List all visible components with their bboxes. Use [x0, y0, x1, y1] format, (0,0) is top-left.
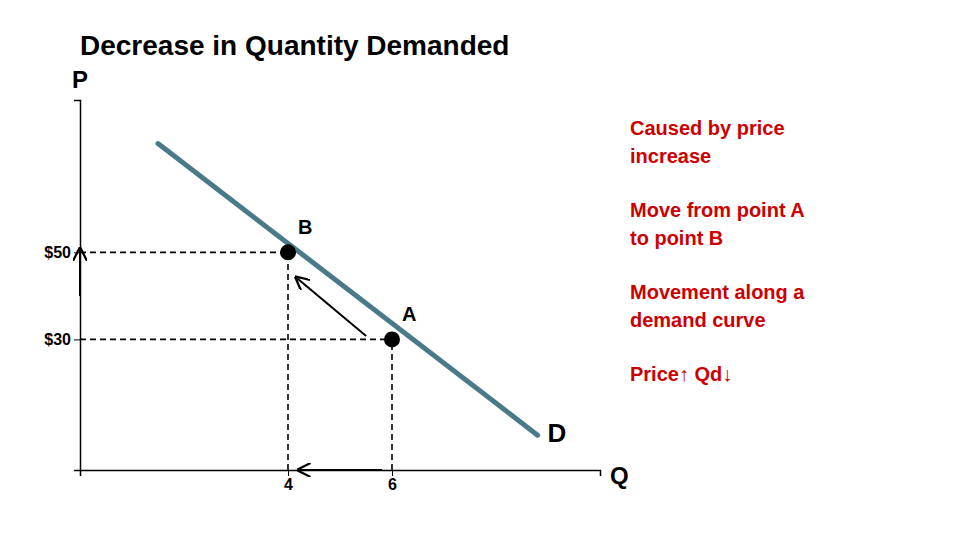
x-tick-mark [392, 470, 393, 476]
x-tick-label: 4 [284, 476, 293, 493]
price-arrow [79, 248, 81, 296]
annotation: to point B [630, 227, 723, 249]
labels: D A B [298, 216, 566, 448]
y-axis: $50 $30 [44, 101, 80, 471]
annotation: Price↑ Qd↓ [630, 363, 732, 385]
x-tick: 4 [284, 470, 293, 493]
annotation: Caused by price [630, 117, 785, 139]
quantity-arrow [298, 469, 382, 471]
y-axis-title: P [72, 66, 88, 93]
x-tick: 6 [388, 470, 397, 493]
demand-line [158, 144, 538, 436]
y-tick-label: $30 [44, 331, 71, 348]
y-tick: $30 [44, 331, 80, 348]
series-label: D [548, 418, 567, 448]
guide-line [287, 252, 289, 470]
guide-line [80, 252, 288, 254]
x-tick-label: 6 [388, 476, 397, 493]
annotation: Movement along a [630, 281, 805, 303]
guide-line [80, 339, 392, 341]
point [280, 244, 296, 260]
y-tick-mark [74, 339, 80, 340]
annotation: increase [630, 145, 711, 167]
point [384, 331, 400, 347]
chart: Decrease in Quantity Demanded46$50$30PQD… [0, 0, 960, 540]
arrows [80, 248, 382, 470]
title: Decrease in Quantity Demanded [80, 30, 509, 61]
x-axis-line [81, 471, 601, 477]
y-tick-label: $50 [44, 244, 71, 261]
guide-line [391, 339, 393, 470]
marks [158, 144, 538, 436]
annotations: Caused by price increase Move from point A… [630, 117, 805, 385]
x-tick-mark [288, 470, 289, 476]
point-label: A [402, 303, 416, 325]
x-axis-title: Q [610, 462, 629, 489]
y-axis-line [74, 101, 81, 471]
point-label: B [298, 216, 312, 238]
movement-arrow [296, 277, 366, 336]
y-tick: $50 [44, 244, 80, 261]
x-axis: 46 [81, 470, 601, 493]
annotation: demand curve [630, 309, 766, 331]
annotation: Move from point A [630, 199, 805, 221]
